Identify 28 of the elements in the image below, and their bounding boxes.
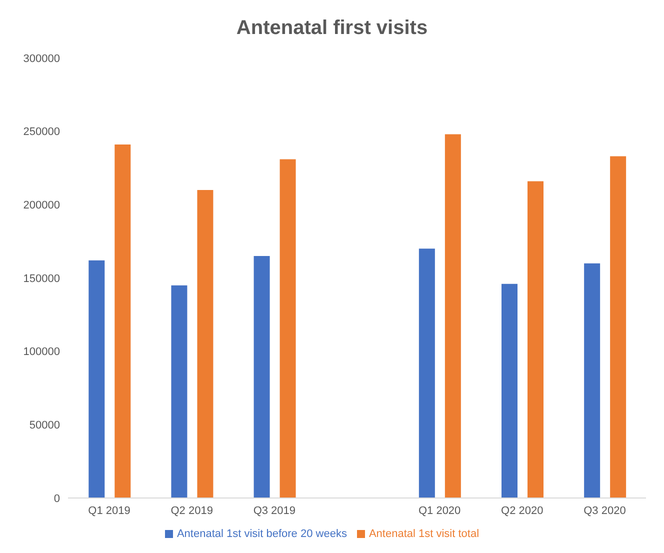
legend-label: Antenatal 1st visit total: [368, 528, 480, 540]
y-tick-label: 300000: [23, 52, 60, 65]
bar: [502, 284, 518, 498]
bar: [171, 285, 188, 498]
bar: [528, 181, 544, 498]
bar: [610, 156, 626, 498]
bar: [280, 159, 296, 498]
chart-title: Antenatal first visits: [235, 16, 429, 41]
bar: [114, 144, 131, 498]
y-tick-label: 200000: [23, 200, 60, 212]
y-tick-label: 150000: [23, 272, 60, 285]
legend-label: Antenatal 1st visit before 20 weeks: [176, 528, 347, 540]
bar: [418, 248, 435, 498]
y-tick-label: 50000: [29, 420, 60, 432]
bar: [584, 263, 600, 498]
bar: [88, 260, 105, 498]
bar: [197, 190, 214, 498]
y-tick-label: 0: [54, 492, 60, 505]
x-tick-label: Q3 2019: [253, 504, 296, 517]
x-tick-label: Q1 2020: [418, 504, 461, 517]
x-tick-label: Q3 2020: [584, 504, 626, 517]
x-tick-label: Q1 2019: [88, 504, 130, 517]
y-tick-label: 100000: [23, 346, 60, 358]
bar: [254, 256, 270, 498]
x-tick-label: Q2 2019: [170, 504, 213, 517]
y-tick-label: 250000: [23, 126, 60, 138]
x-tick-label: Q2 2020: [501, 504, 544, 517]
bar: [444, 134, 461, 498]
